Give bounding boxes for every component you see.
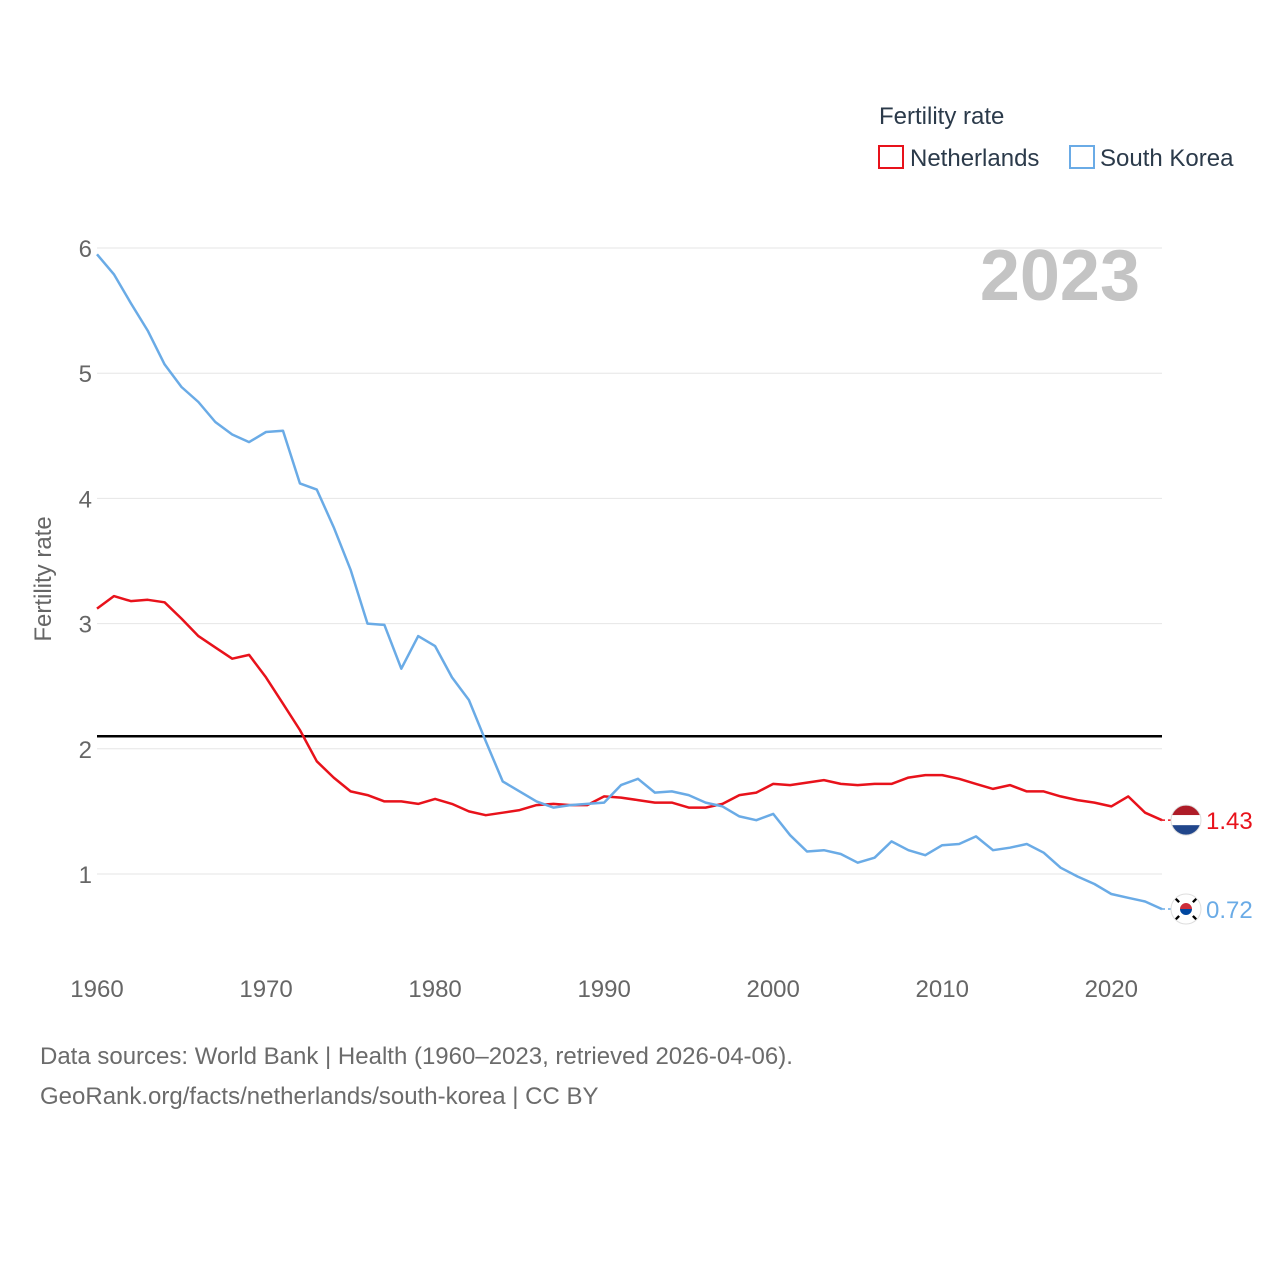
flag-stripe-blue — [1171, 825, 1201, 836]
end-label-layer: 1.43 0.72 — [1162, 804, 1253, 925]
flag-taegeuk-red — [1180, 903, 1192, 910]
x-tick-label: 1960 — [70, 976, 123, 1003]
y-axis-title: Fertility rate — [30, 516, 57, 641]
series-layer — [96, 253, 1163, 911]
legend-swatch-netherlands — [878, 145, 904, 169]
legend-label-south_korea: South Korea — [1100, 145, 1234, 172]
y-tick-label: 4 — [79, 486, 92, 513]
flag-stripe-white — [1171, 815, 1201, 826]
y-tick-label: 3 — [79, 612, 92, 639]
x-tick-label: 1970 — [239, 976, 292, 1003]
year-watermark: 2023 — [980, 236, 1140, 316]
grid-layer — [97, 247, 1162, 875]
series-line-netherlands — [96, 594, 1163, 822]
flag-border — [1170, 804, 1202, 836]
south-korea-flag — [1170, 893, 1202, 925]
data-source-note: Data sources: World Bank | Health (1960–… — [40, 1043, 793, 1070]
y-tick-label: 2 — [79, 737, 92, 764]
x-tick-label: 2010 — [916, 976, 969, 1003]
y-tick-label: 1 — [79, 862, 92, 889]
netherlands-flag — [1170, 804, 1202, 836]
x-tick-label: 1980 — [408, 976, 461, 1003]
legend-label-netherlands: Netherlands — [910, 145, 1039, 172]
flag-stripe-red — [1171, 805, 1201, 816]
legend-title: Fertility rate — [879, 103, 1004, 130]
x-tick-label: 2000 — [746, 976, 799, 1003]
y-tick-label: 6 — [79, 236, 92, 263]
end-value-label-south_korea: 0.72 — [1206, 897, 1253, 924]
x-tick-label: 1990 — [577, 976, 630, 1003]
legend-swatch-south_korea — [1069, 145, 1095, 169]
end-value-label-netherlands: 1.43 — [1206, 808, 1253, 835]
x-tick-label: 2020 — [1085, 976, 1138, 1003]
attribution-link[interactable]: GeoRank.org/facts/netherlands/south-kore… — [40, 1083, 599, 1110]
y-tick-label: 5 — [79, 361, 92, 388]
flag-border — [1170, 893, 1202, 925]
text-layer: 1 2 3 4 5 6 1960 1970 1980 1990 2000 2010 2020 Fertil… — [30, 103, 1234, 1003]
flag-taegeuk-blue — [1180, 909, 1192, 916]
series-line-south_korea — [96, 253, 1163, 911]
